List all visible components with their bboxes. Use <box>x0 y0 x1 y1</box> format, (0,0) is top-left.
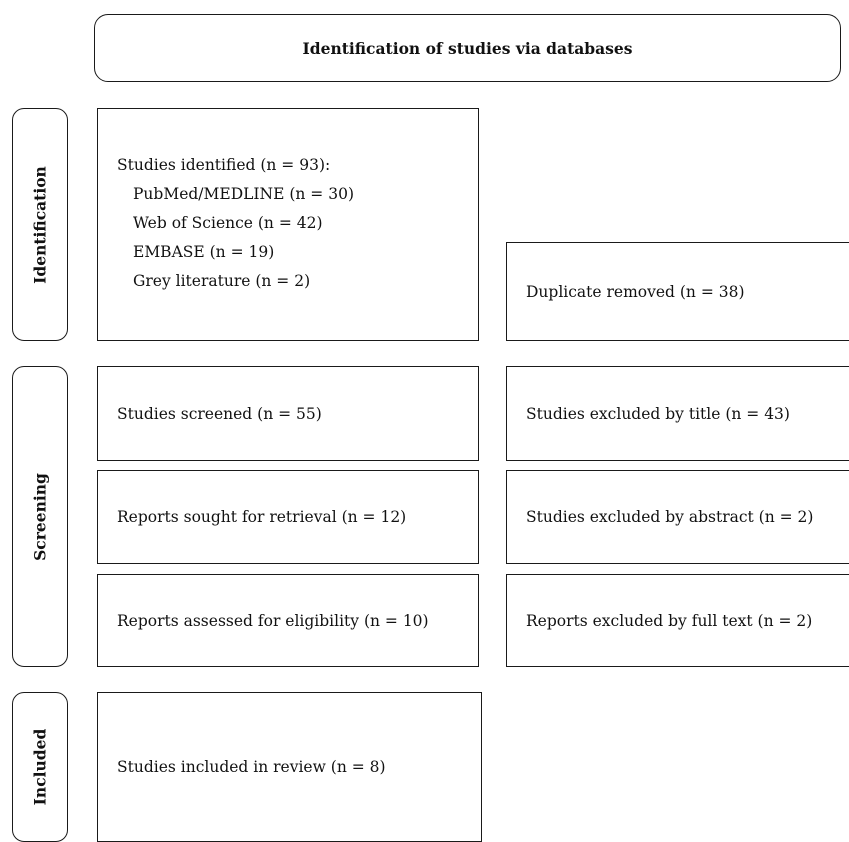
studies-screened-box: Studies screened (n = 55) <box>97 366 479 461</box>
source-web-of-science: Web of Science (n = 42) <box>133 214 323 232</box>
studies-included-text: Studies included in review (n = 8) <box>117 758 386 776</box>
studies-included-box: Studies included in review (n = 8) <box>97 692 482 842</box>
excluded-by-abstract-text: Studies excluded by abstract (n = 2) <box>526 508 814 526</box>
excluded-by-full-text-text: Reports excluded by full text (n = 2) <box>526 611 813 630</box>
studies-identified-box: Studies identified (n = 93): PubMed/MEDL… <box>97 108 479 341</box>
header-title: Identification of studies via databases <box>302 38 633 58</box>
source-pubmed: PubMed/MEDLINE (n = 30) <box>133 185 354 203</box>
phase-included: Included <box>12 692 68 842</box>
duplicates-removed-box: Duplicate removed (n = 38) <box>506 242 849 341</box>
excluded-by-abstract-box: Studies excluded by abstract (n = 2) <box>506 470 849 564</box>
studies-screened-text: Studies screened (n = 55) <box>117 404 322 423</box>
diagram-header: Identification of studies via databases <box>94 14 841 82</box>
phase-identification-label: Identification <box>30 165 50 284</box>
phase-included-label: Included <box>30 728 50 806</box>
studies-identified-title: Studies identified (n = 93): <box>117 156 331 174</box>
reports-assessed-text: Reports assessed for eligibility (n = 10… <box>117 611 429 630</box>
phase-screening-label: Screening <box>30 472 50 561</box>
reports-sought-text: Reports sought for retrieval (n = 12) <box>117 508 407 526</box>
phase-screening: Screening <box>12 366 68 667</box>
excluded-by-title-box: Studies excluded by title (n = 43) <box>506 366 849 461</box>
source-embase: EMBASE (n = 19) <box>133 243 275 261</box>
excluded-by-title-text: Studies excluded by title (n = 43) <box>526 404 790 423</box>
reports-assessed-box: Reports assessed for eligibility (n = 10… <box>97 574 479 667</box>
excluded-by-full-text-box: Reports excluded by full text (n = 2) <box>506 574 849 667</box>
source-grey-literature: Grey literature (n = 2) <box>133 272 311 290</box>
duplicates-removed-text: Duplicate removed (n = 38) <box>526 282 745 301</box>
phase-identification: Identification <box>12 108 68 341</box>
reports-sought-box: Reports sought for retrieval (n = 12) <box>97 470 479 564</box>
